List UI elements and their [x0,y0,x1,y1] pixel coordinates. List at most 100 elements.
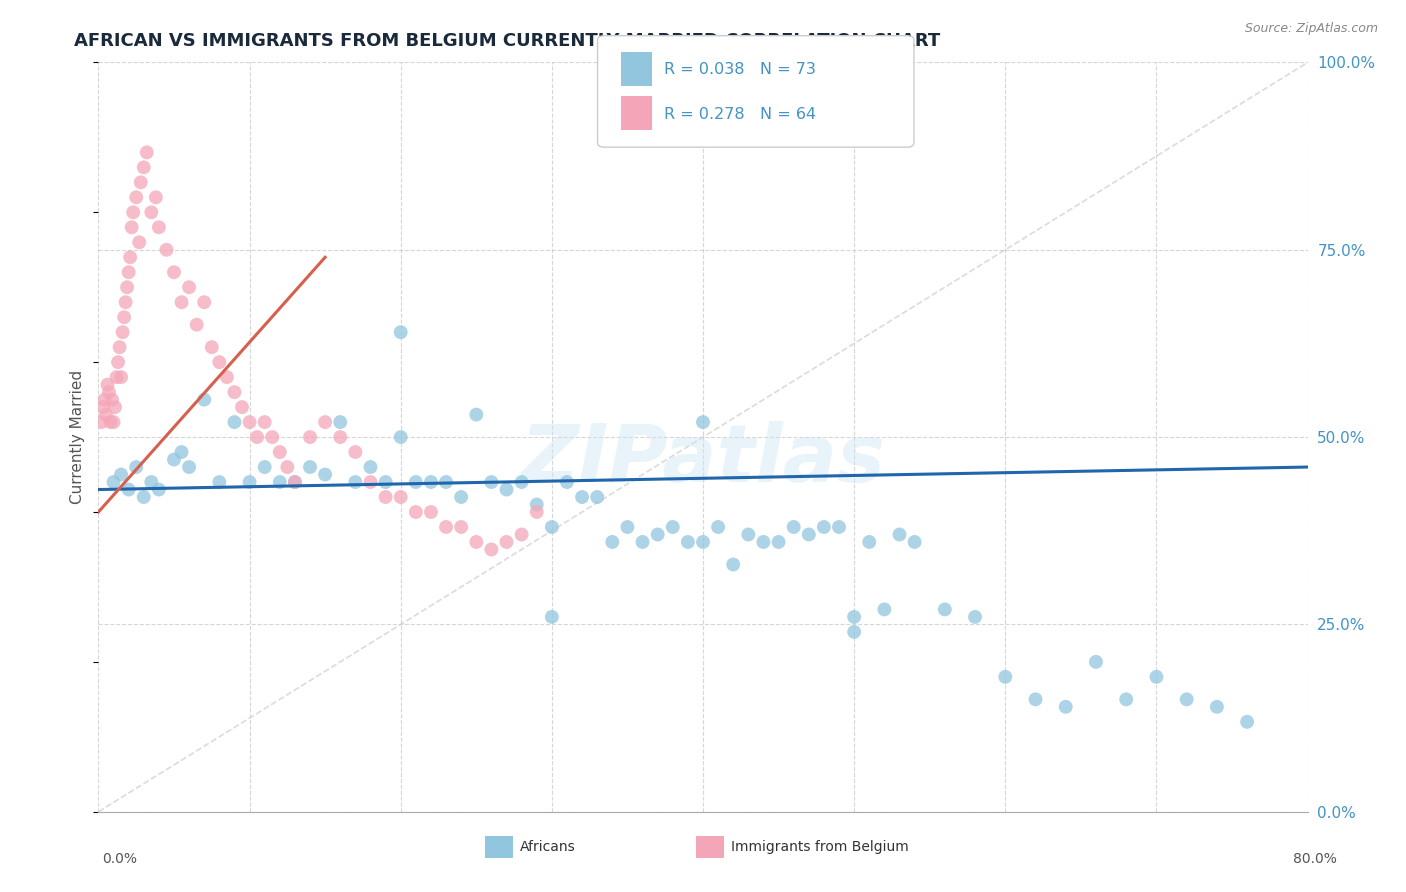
Point [103,475,125,489]
Point [91,400,114,414]
Point [122,205,145,219]
Point [526,498,548,512]
Point [1175,692,1198,706]
Point [873,602,896,616]
Point [208,355,231,369]
Point [314,415,336,429]
Point [120,250,142,264]
Point [828,520,851,534]
Point [647,527,669,541]
Point [434,520,457,534]
Point [94,408,117,422]
Point [571,490,593,504]
Point [193,295,215,310]
Point [1236,714,1258,729]
Point [797,527,820,541]
Point [148,483,170,497]
Point [586,490,609,504]
Point [994,670,1017,684]
Text: Immigrants from Belgium: Immigrants from Belgium [731,840,908,855]
Point [389,490,412,504]
Point [1206,699,1229,714]
Point [104,400,127,414]
Point [93,392,115,407]
Text: R = 0.038   N = 73: R = 0.038 N = 73 [664,62,815,77]
Point [661,520,683,534]
Point [602,535,624,549]
Point [465,408,488,422]
Point [284,475,307,489]
Point [555,475,578,489]
Point [208,475,231,489]
Point [114,295,136,310]
Point [110,370,132,384]
Point [889,527,911,541]
Point [405,505,427,519]
Point [276,460,298,475]
Point [186,318,208,332]
Point [510,475,533,489]
Point [904,535,927,549]
Point [239,415,262,429]
Point [737,527,759,541]
Point [844,610,866,624]
Point [215,370,238,384]
Point [224,385,246,400]
Point [107,355,129,369]
Point [329,430,352,444]
Point [299,430,322,444]
Point [495,535,517,549]
Point [128,235,150,250]
Point [540,610,562,624]
Point [723,558,745,572]
Point [1085,655,1108,669]
Point [374,475,396,489]
Point [344,445,367,459]
Point [692,415,714,429]
Point [155,243,177,257]
Point [179,280,201,294]
Point [103,415,125,429]
Point [844,624,866,639]
Point [105,370,128,384]
Point [450,490,472,504]
Text: 80.0%: 80.0% [1292,852,1337,866]
Text: ZIPatlas: ZIPatlas [520,420,886,499]
Point [360,460,382,475]
Point [101,392,124,407]
Point [374,490,396,504]
Point [934,602,956,616]
Point [676,535,699,549]
Point [253,460,276,475]
Point [405,475,427,489]
Point [141,205,163,219]
Point [98,385,121,400]
Point [450,520,472,534]
Point [129,175,152,189]
Text: Source: ZipAtlas.com: Source: ZipAtlas.com [1244,22,1378,36]
Point [269,475,291,489]
Point [540,520,562,534]
Point [125,460,148,475]
Point [344,475,367,489]
Point [616,520,638,534]
Point [148,220,170,235]
Point [965,610,987,624]
Point [121,220,143,235]
Point [163,452,186,467]
Point [163,265,186,279]
Point [132,490,155,504]
Point [465,535,488,549]
Point [510,527,533,541]
Point [284,475,307,489]
Y-axis label: Currently Married: Currently Married [70,370,86,504]
Point [481,542,503,557]
Point [224,415,246,429]
Point [858,535,880,549]
Point [115,280,138,294]
Point [108,340,131,354]
Point [110,467,132,482]
Point [132,161,155,175]
Point [179,460,201,475]
Point [118,265,141,279]
